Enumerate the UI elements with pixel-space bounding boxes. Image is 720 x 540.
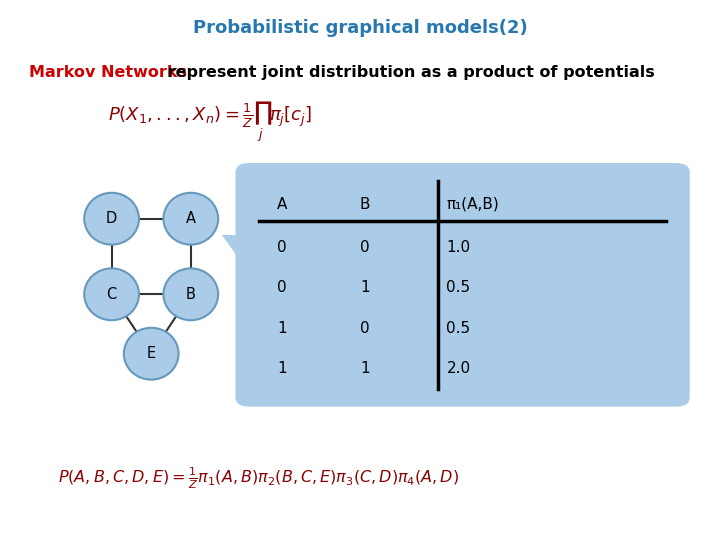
Text: $P(A,B,C,D,E)= \frac{1}{Z}\pi_1(A,B)\pi_2(B,C,E)\pi_3(C,D)\pi_4(A,D)$: $P(A,B,C,D,E)= \frac{1}{Z}\pi_1(A,B)\pi_…	[58, 465, 459, 491]
Text: 0: 0	[360, 240, 369, 255]
Text: B: B	[360, 197, 371, 212]
Text: C: C	[107, 287, 117, 302]
Ellipse shape	[124, 328, 179, 380]
Polygon shape	[222, 235, 248, 272]
Text: $P(X_1,...,X_n)= \frac{1}{Z}\prod_j \pi_j[c_j]$: $P(X_1,...,X_n)= \frac{1}{Z}\prod_j \pi_…	[108, 99, 312, 144]
Text: Markov Networks: Markov Networks	[29, 65, 186, 80]
Text: 0: 0	[277, 240, 287, 255]
Text: 1: 1	[360, 361, 369, 376]
Text: 1: 1	[360, 280, 369, 295]
Text: 0: 0	[277, 280, 287, 295]
Text: 2.0: 2.0	[446, 361, 471, 376]
Text: 0: 0	[360, 321, 369, 336]
Text: 0.5: 0.5	[446, 321, 471, 336]
Ellipse shape	[84, 268, 139, 320]
Text: Probabilistic graphical models(2): Probabilistic graphical models(2)	[193, 19, 527, 37]
Text: 1.0: 1.0	[446, 240, 471, 255]
Text: B: B	[186, 287, 196, 302]
Text: E: E	[147, 346, 156, 361]
Text: 1: 1	[277, 321, 287, 336]
Ellipse shape	[84, 193, 139, 245]
FancyBboxPatch shape	[235, 163, 690, 407]
Text: A: A	[277, 197, 287, 212]
Text: π₁(A,B): π₁(A,B)	[446, 197, 499, 212]
Ellipse shape	[163, 193, 218, 245]
Text: represent joint distribution as a product of potentials: represent joint distribution as a produc…	[162, 65, 654, 80]
Text: D: D	[106, 211, 117, 226]
Ellipse shape	[163, 268, 218, 320]
Text: 1: 1	[277, 361, 287, 376]
Text: A: A	[186, 211, 196, 226]
Text: 0.5: 0.5	[446, 280, 471, 295]
